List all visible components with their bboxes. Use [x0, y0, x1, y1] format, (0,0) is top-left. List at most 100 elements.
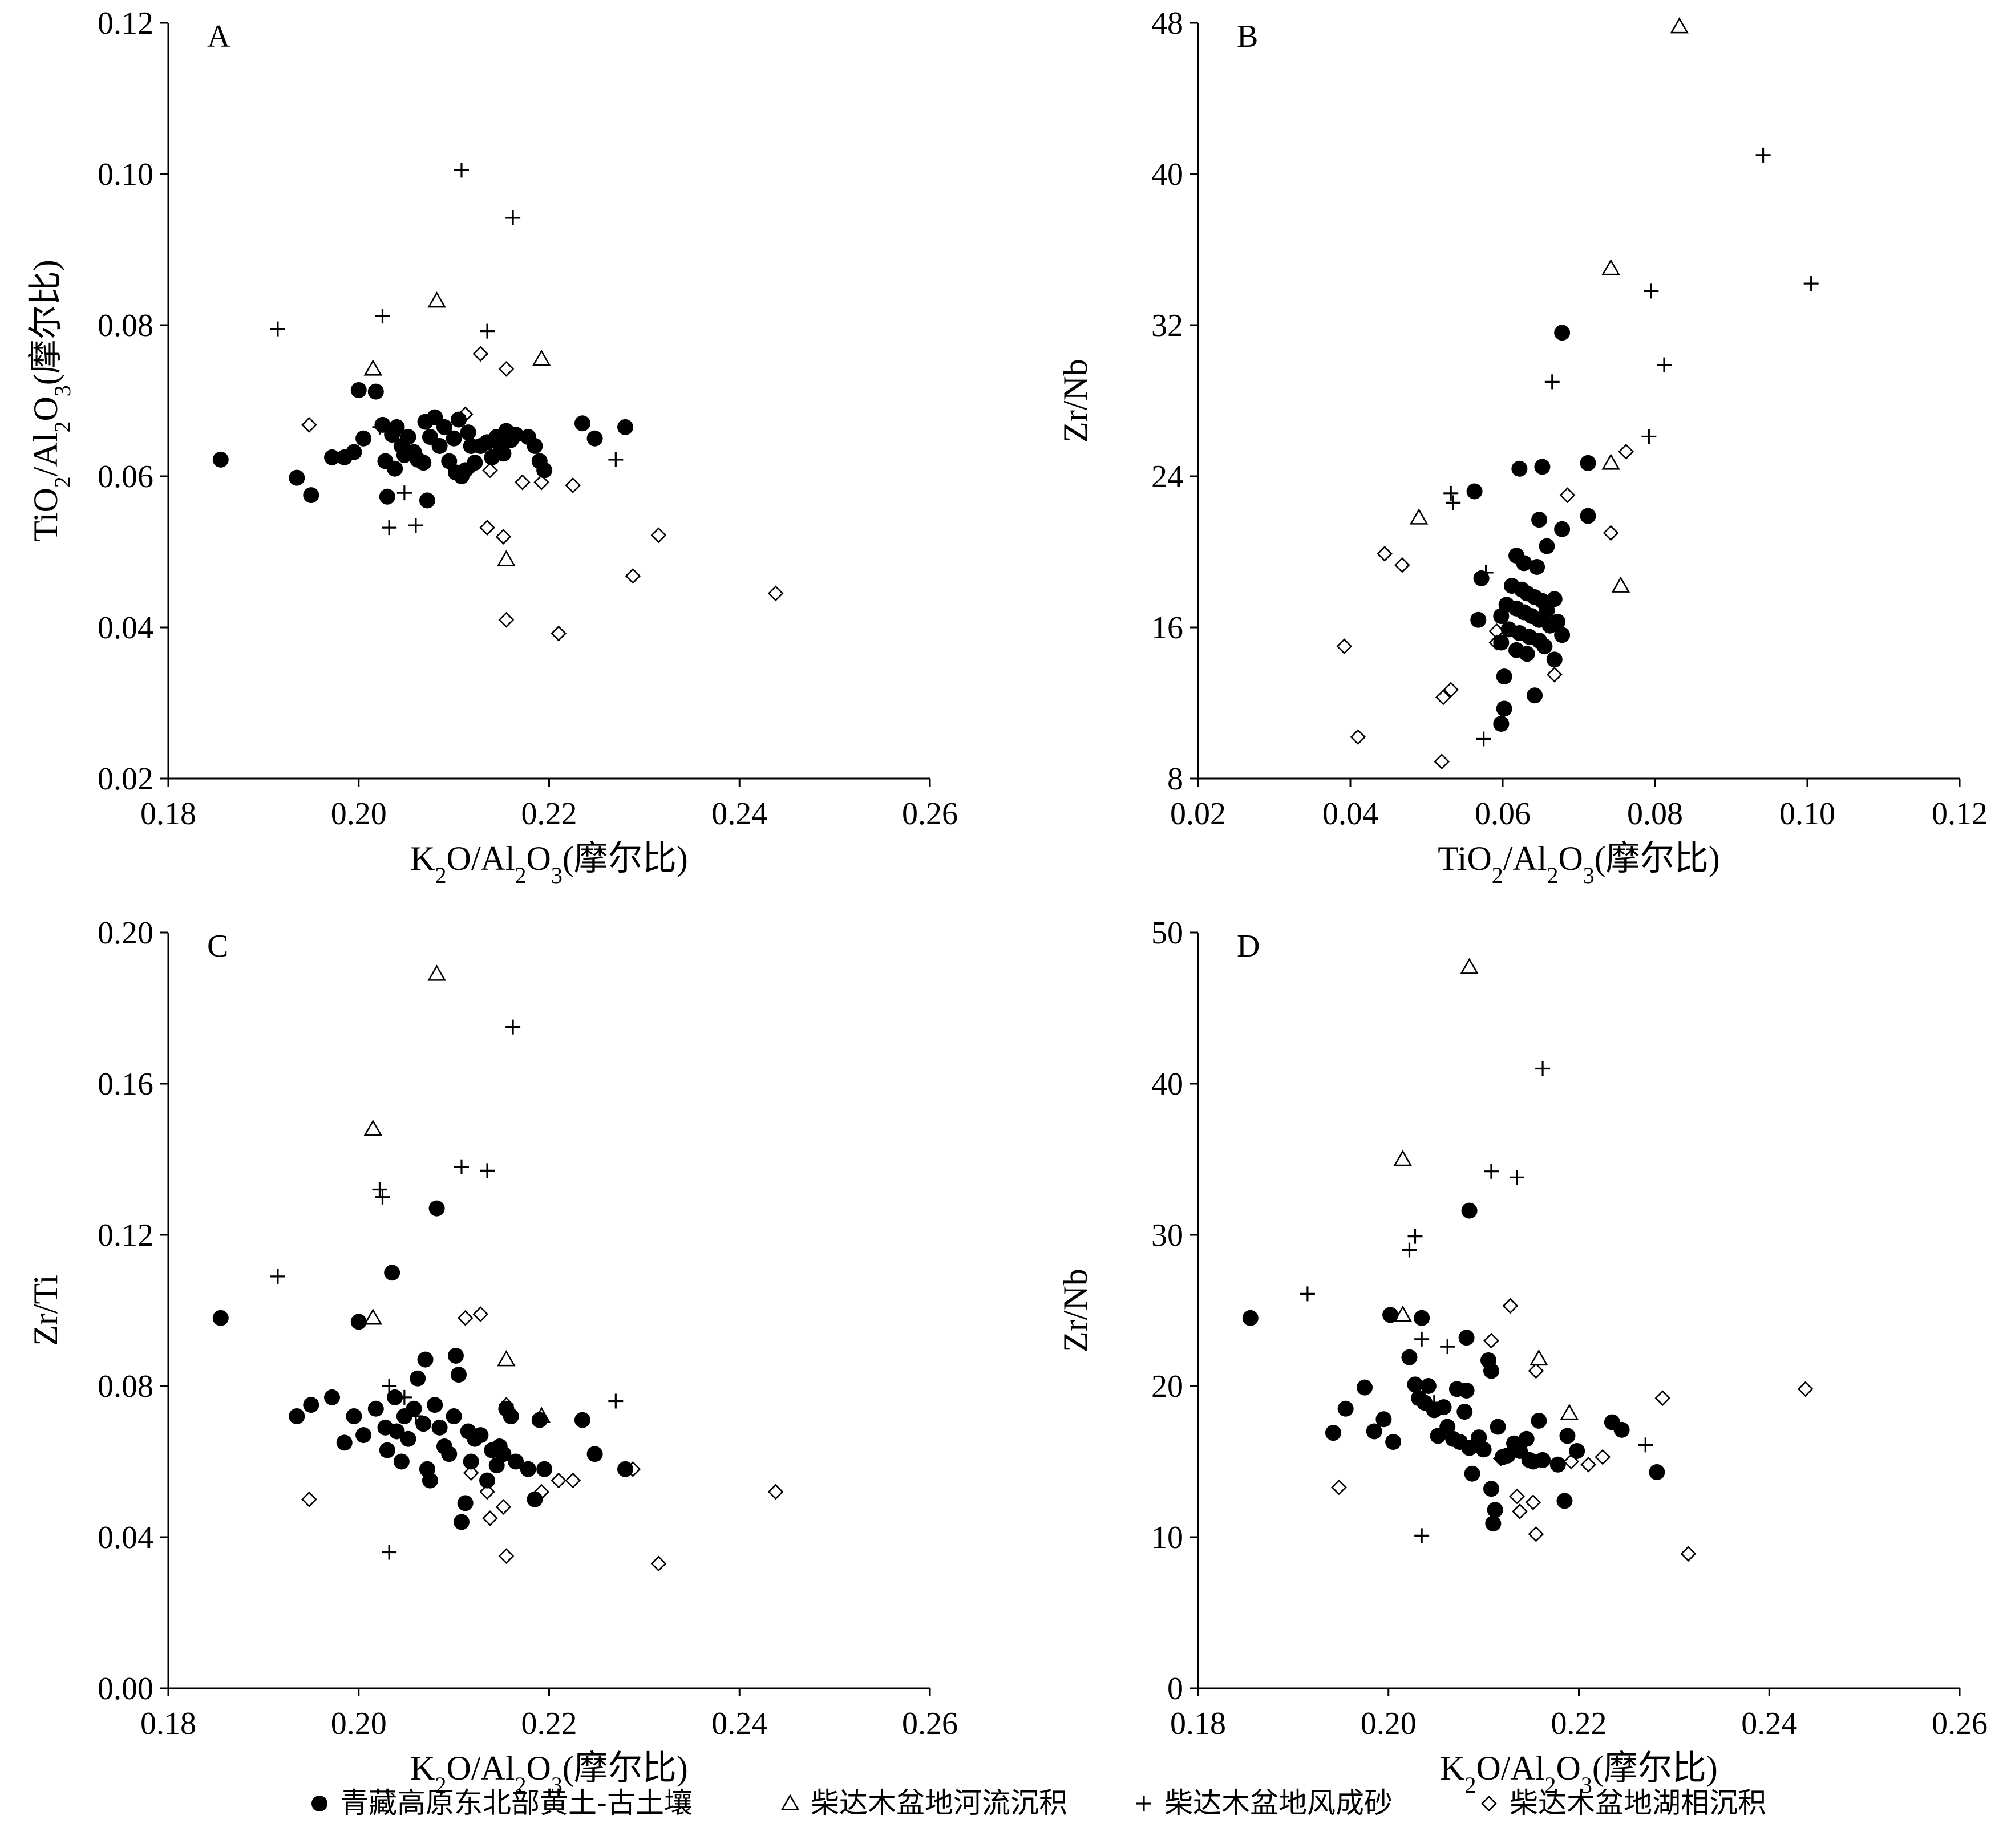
x-tick-label: 0.26: [902, 1706, 958, 1741]
data-point-loess: [415, 455, 432, 471]
data-point-eolian: [1414, 1528, 1430, 1543]
data-point-loess: [324, 449, 341, 465]
data-point-loess: [1554, 627, 1571, 643]
data-point-eolian: [270, 1269, 285, 1284]
data-point-loess: [1580, 455, 1596, 471]
data-point-loess: [1461, 1440, 1478, 1456]
data-point-lake: [1509, 1488, 1525, 1505]
data-point-loess: [303, 487, 319, 504]
data-point-lake: [767, 1484, 784, 1500]
data-point-loess: [1357, 1379, 1373, 1396]
x-tick-label: 0.24: [711, 1706, 767, 1741]
data-point-loess: [1470, 611, 1487, 628]
axis-title-text: (摩尔比): [563, 840, 688, 877]
x-tick-label: 0.08: [1627, 796, 1683, 832]
data-point-loess: [453, 1514, 470, 1530]
x-tick-label: 0.22: [521, 1706, 577, 1741]
y-tick-label: 0.02: [98, 761, 153, 797]
legend-label: 青藏高原东北部黄土-古土壤: [340, 1786, 693, 1819]
data-point-loess: [389, 419, 405, 435]
data-point-lake: [498, 361, 515, 377]
data-point-eolian: [1407, 1229, 1423, 1244]
data-point-loess: [355, 1427, 372, 1444]
y-tick-label: 0.04: [98, 1520, 153, 1555]
series-river: [1393, 958, 1579, 1420]
legend: 青藏高原东北部黄土-古土壤 柴达木盆地河流沉积 柴达木盆地风成砂 柴达木盆地湖相沉积: [311, 1786, 1766, 1819]
data-point-loess: [431, 438, 448, 454]
data-point-lake: [1483, 1332, 1499, 1349]
data-point-loess: [212, 451, 229, 468]
data-point-loess: [436, 419, 452, 435]
data-point-lake: [1377, 545, 1393, 562]
x-tick-label: 0.04: [1322, 796, 1378, 832]
data-point-eolian: [375, 309, 390, 324]
x-tick-label: 0.26: [902, 796, 958, 832]
data-point-loess: [460, 424, 476, 441]
data-point-loess: [1539, 538, 1555, 554]
x-tick-label: 0.06: [1475, 796, 1531, 832]
series-loess: [1466, 325, 1596, 732]
data-point-loess: [379, 488, 395, 505]
axis-title-subscript: 2: [50, 476, 75, 488]
data-point-loess: [393, 1453, 410, 1470]
axis-title-subscript: 2: [1465, 1772, 1476, 1798]
axis-title-subscript: 3: [50, 385, 75, 396]
data-point-loess: [289, 1408, 305, 1424]
data-point-loess: [520, 1461, 536, 1477]
data-point-loess: [574, 415, 590, 432]
y-tick-label: 0.08: [98, 308, 153, 343]
data-point-river: [363, 1308, 383, 1325]
series-lake: [301, 1306, 784, 1572]
legend-item-river: 柴达木盆地河流沉积: [780, 1786, 1067, 1819]
data-point-eolian: [382, 1545, 397, 1560]
data-point-river: [1601, 259, 1620, 275]
data-point-loess: [1559, 1428, 1576, 1444]
data-point-loess: [457, 1495, 474, 1511]
data-point-river: [363, 1119, 383, 1136]
axis-title-subscript: 3: [551, 862, 563, 888]
data-point-loess: [379, 1442, 395, 1458]
axis-title-subscript: 2: [515, 862, 527, 888]
y-tick-label: 20: [1151, 1369, 1183, 1404]
y-tick-label: 0.10: [98, 157, 153, 192]
data-point-loess: [417, 1351, 434, 1368]
data-point-loess: [536, 462, 553, 479]
data-point-lake: [1336, 638, 1353, 654]
data-point-lake: [498, 1548, 515, 1564]
data-point-river: [427, 964, 446, 981]
data-point-loess: [1456, 1404, 1473, 1420]
data-point-eolian: [382, 1379, 397, 1393]
data-point-loess: [1499, 1447, 1516, 1464]
panel-letter: C: [207, 929, 228, 964]
y-axis-title: TiO2/Al2O3(摩尔比): [27, 260, 75, 542]
data-point-lake: [1528, 1526, 1544, 1542]
x-tick-label: 0.20: [331, 1706, 387, 1741]
data-point-loess: [1549, 1456, 1566, 1473]
data-point-loess: [400, 429, 416, 445]
data-point-loess: [1580, 508, 1596, 524]
data-point-loess: [1487, 1502, 1503, 1518]
data-point-loess: [1458, 1330, 1475, 1346]
data-point-eolian: [1476, 731, 1491, 747]
axis-title-text: O: [1558, 840, 1583, 877]
data-point-eolian: [270, 321, 285, 337]
data-point-loess: [1529, 559, 1545, 575]
x-tick-label: 0.18: [140, 796, 196, 832]
x-tick-label: 0.20: [1361, 1706, 1417, 1741]
data-point-loess: [289, 469, 305, 486]
y-tick-label: 0.08: [98, 1369, 153, 1404]
y-tick-label: 0: [1167, 1671, 1183, 1707]
data-point-loess: [1649, 1464, 1665, 1481]
data-point-loess: [374, 416, 391, 433]
data-point-loess: [1496, 700, 1512, 717]
data-point-eolian: [1644, 283, 1659, 299]
axis-title-subscript: 3: [1583, 862, 1595, 888]
axis-title-text: K: [410, 1749, 435, 1787]
data-point-loess: [346, 1408, 362, 1424]
data-point-river: [1670, 17, 1689, 34]
axis-title-text: (摩尔比): [563, 1749, 688, 1787]
axis-title-text: O/Al: [1476, 1749, 1545, 1787]
data-point-river: [1530, 1349, 1548, 1366]
data-point-loess: [479, 1472, 496, 1489]
